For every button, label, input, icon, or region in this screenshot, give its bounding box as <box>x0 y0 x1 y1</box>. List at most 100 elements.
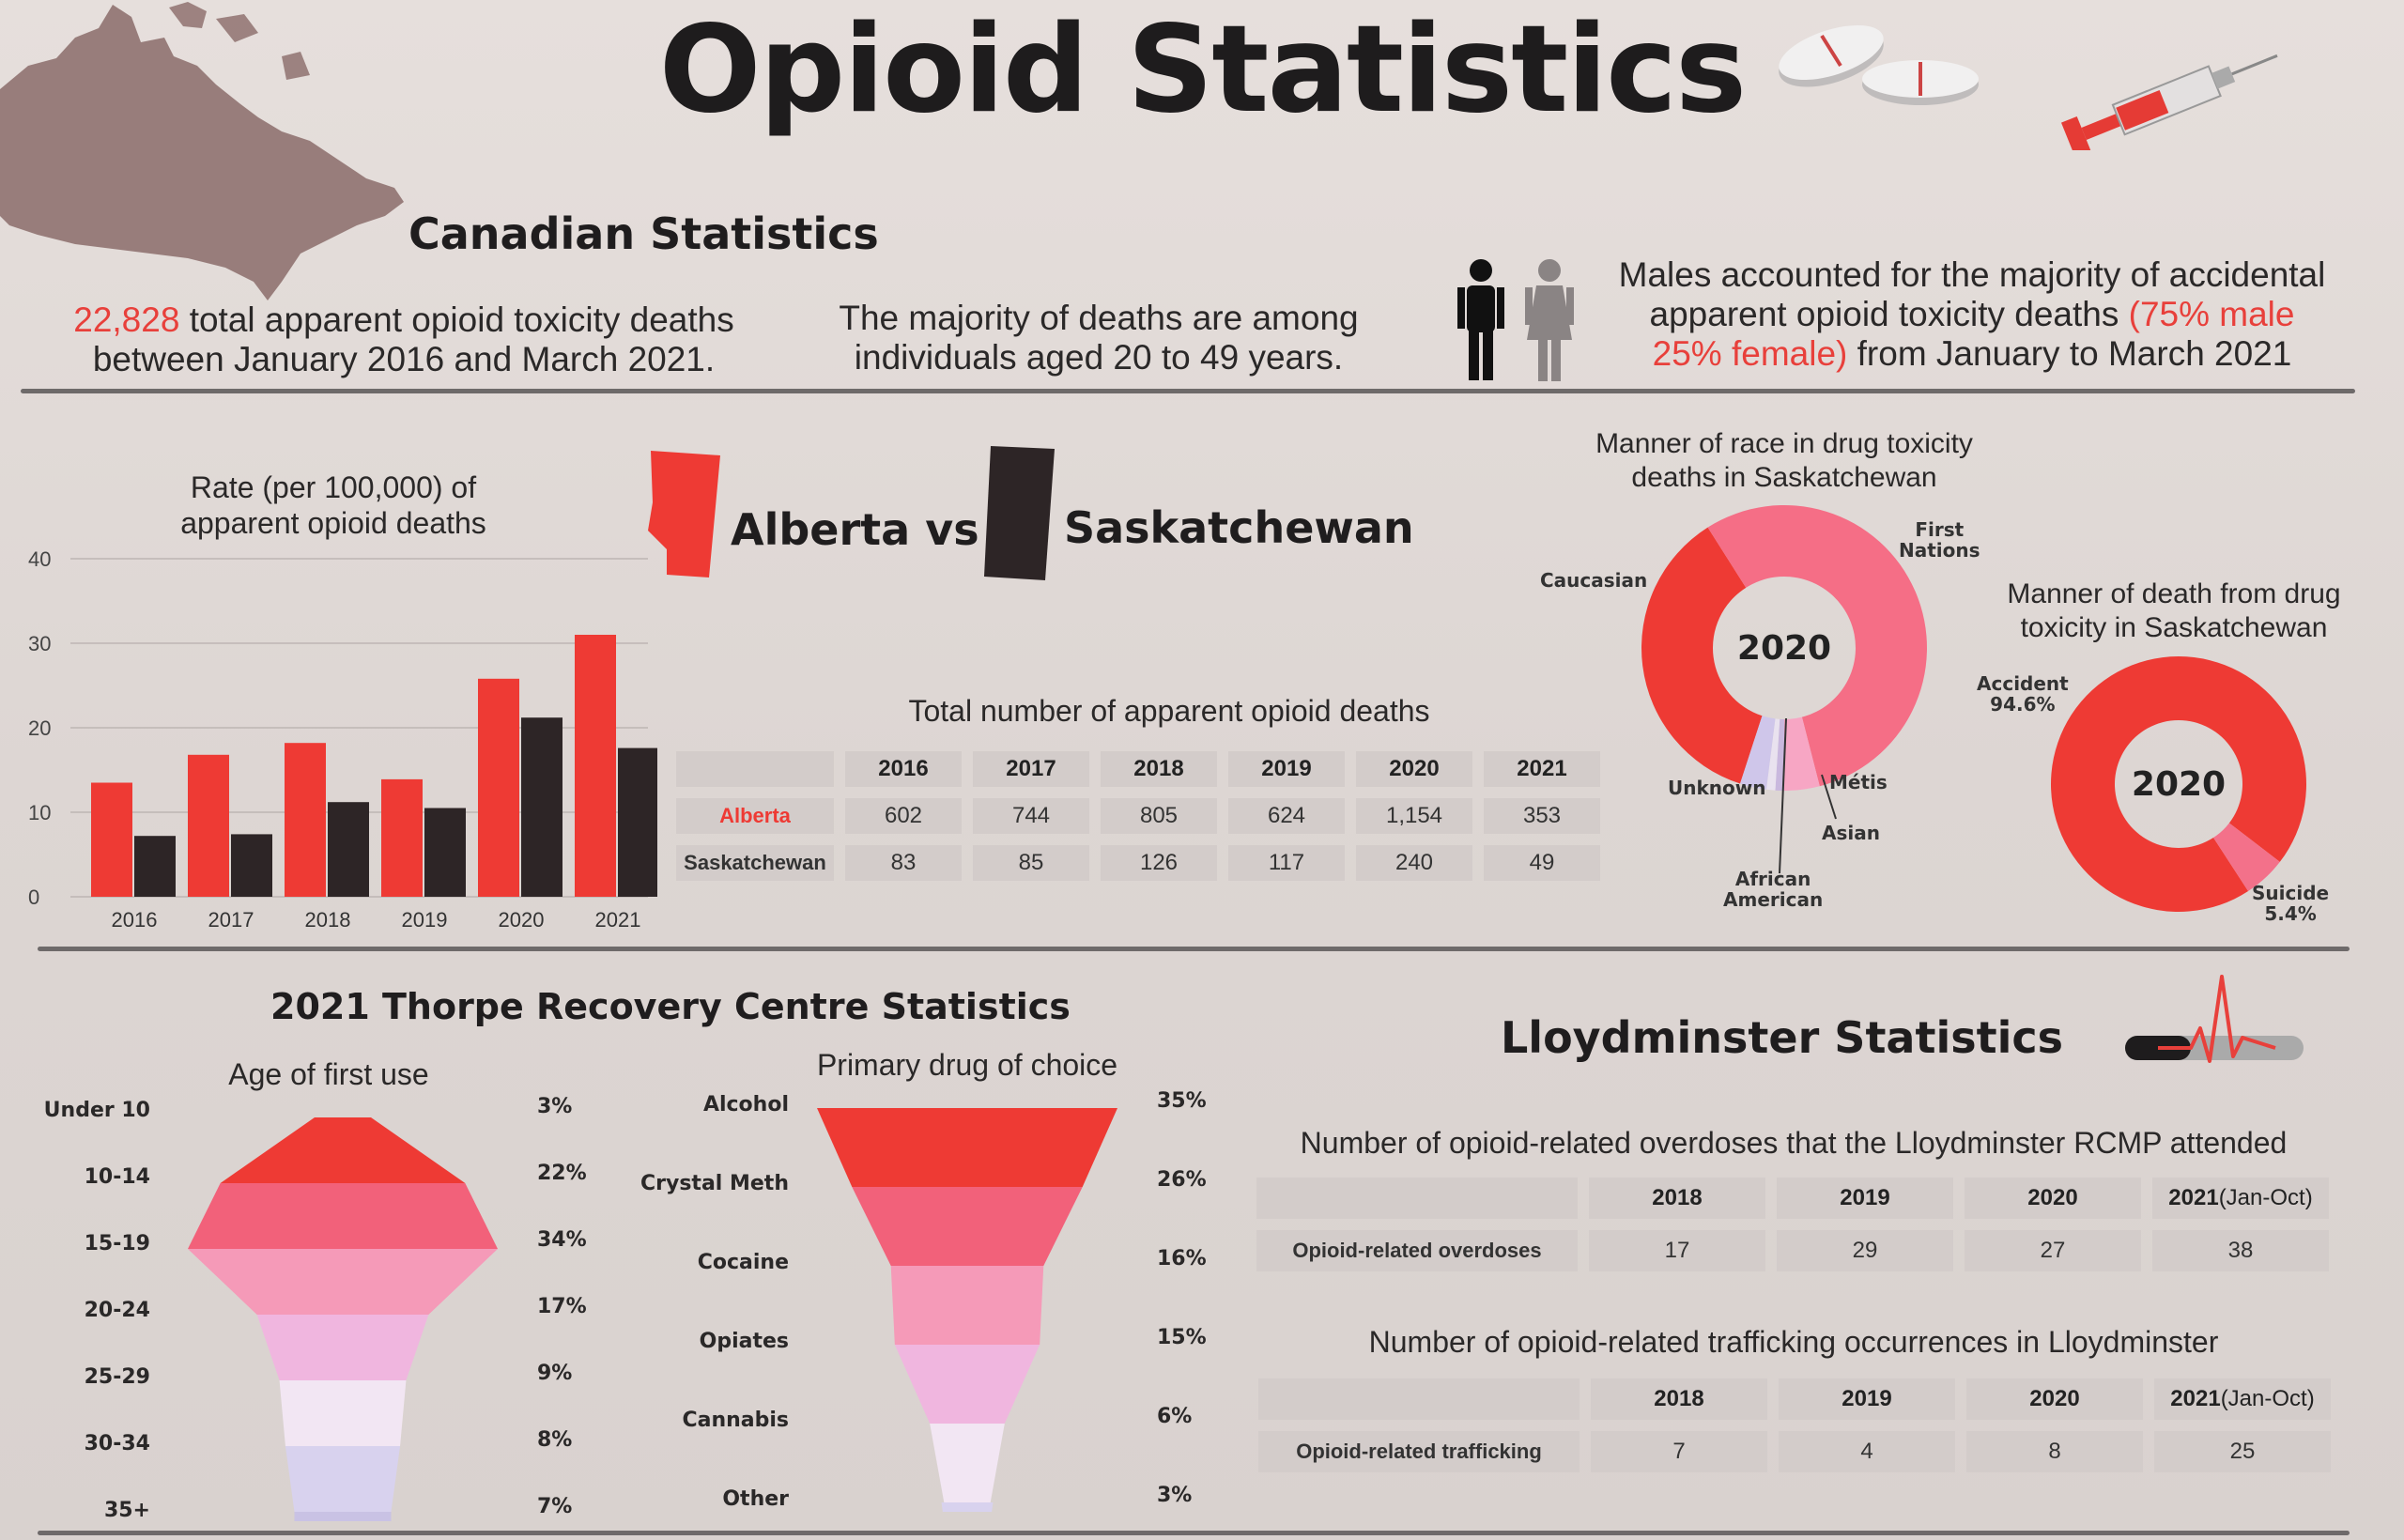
table-cell: 29 <box>1777 1230 1953 1271</box>
funnel-category-label: 20-24 <box>84 1299 150 1322</box>
race-donut-title: Manner of race in drug toxicity deaths i… <box>1531 427 2038 495</box>
race-title-line2: deaths in Saskatchewan <box>1631 462 1937 493</box>
bar-alberta-2021 <box>575 635 616 897</box>
y-tick-label: 40 <box>28 547 51 571</box>
table-cell: 7 <box>1591 1431 1767 1472</box>
total-deaths-period: between January 2016 and March 2021. <box>92 340 716 378</box>
funnel-category-label: Opiates <box>699 1330 789 1353</box>
table-cell: 25 <box>2154 1431 2331 1472</box>
label-suicide-pct: 5.4% <box>2264 902 2317 925</box>
slice-caucasian <box>1641 527 1763 784</box>
age-segment-under-10 <box>220 1117 466 1183</box>
manner-donut-chart: 2020 <box>2051 656 2306 912</box>
drug-segment-opiates <box>894 1345 1040 1424</box>
table-header: 2021 (Jan-Oct) <box>2152 1178 2329 1219</box>
table-cell: 38 <box>2152 1230 2329 1271</box>
table-cell: 1,154 <box>1356 798 1472 834</box>
table-cell: 85 <box>973 845 1089 881</box>
table-header: 2019 <box>1779 1378 1955 1420</box>
age-labels: Under 10 10-14 15-19 20-24 25-29 30-34 35+ <box>28 1099 150 1540</box>
funnel-category-label: Crystal Meth <box>640 1172 789 1195</box>
male-female-icon <box>1457 259 1574 381</box>
total-deaths-number: 22,828 <box>73 300 180 339</box>
table-header: 2021 <box>1484 751 1600 787</box>
bar-alberta-2016 <box>91 782 132 897</box>
rate-chart-title-line2: apparent opioid deaths <box>180 506 486 540</box>
divider-bottom <box>38 1531 2350 1535</box>
bar-saskatchewan-2020 <box>521 717 562 897</box>
bar-saskatchewan-2018 <box>328 802 369 897</box>
funnel-percentage: 7% <box>537 1495 573 1518</box>
table-cell: 83 <box>845 845 962 881</box>
manner-donut-title: Manner of death from drug toxicity in Sa… <box>1972 578 2376 645</box>
age-segment-20-24 <box>256 1315 429 1380</box>
label-african-2: American <box>1723 888 1824 911</box>
female-pct: 25% female) <box>1652 334 1848 373</box>
divider-middle <box>38 947 2350 951</box>
table-header: 2018 <box>1101 751 1217 787</box>
pill-heartbeat-icon <box>2125 975 2304 1063</box>
total-deaths-stat: 22,828 total apparent opioid toxicity de… <box>28 300 779 379</box>
x-tick-label: 2020 <box>499 908 545 932</box>
table-row-label: Opioid-related trafficking <box>1258 1431 1580 1472</box>
funnel-percentage: 3% <box>537 1095 573 1118</box>
funnel-category-label: Cocaine <box>697 1251 789 1274</box>
pills-icon <box>1779 24 1979 105</box>
header-year: 2021 <box>2168 1185 2219 1210</box>
manner-donut-center-label: 2020 <box>2132 765 2226 804</box>
label-african-1: African <box>1734 868 1811 890</box>
overdoses-table: 2018 2019 2020 2021 (Jan-Oct) Opioid-related… <box>1256 1178 2336 1271</box>
table-header: 2018 <box>1589 1178 1765 1219</box>
label-african-american: African American <box>1723 869 1823 910</box>
funnel-category-label: 25-29 <box>84 1365 150 1389</box>
label-accident-pct: 94.6% <box>1990 693 2056 716</box>
table-header: 2019 <box>1777 1178 1953 1219</box>
trafficking-table-title: Number of opioid-related trafficking occ… <box>1368 1325 2219 1359</box>
table-cell: 117 <box>1228 845 1345 881</box>
funnel-category-label: 35+ <box>103 1499 150 1522</box>
x-tick-label: 2018 <box>305 908 351 932</box>
table-cell: 4 <box>1779 1431 1955 1472</box>
drug-funnel-chart <box>817 1108 1117 1512</box>
label-accident-text: Accident <box>1977 672 2069 695</box>
table-header: 2020 <box>1356 751 1472 787</box>
overdoses-table-title: Number of opioid-related overdoses that … <box>1300 1126 2288 1160</box>
bar-saskatchewan-2017 <box>231 834 272 897</box>
header-note: (Jan-Oct) <box>2220 1386 2315 1411</box>
table-header: 2020 <box>1966 1378 2143 1420</box>
drug-segment-cocaine <box>890 1266 1044 1345</box>
syringe-icon <box>2060 54 2278 150</box>
table-cell: 27 <box>1965 1230 2141 1271</box>
table-row-label: Opioid-related overdoses <box>1256 1230 1578 1271</box>
table-cell: 8 <box>1966 1431 2143 1472</box>
lloydminster-heading: Lloydminster Statistics <box>1501 1012 2064 1063</box>
funnel-category-label: 10-14 <box>84 1165 150 1189</box>
slice-suicide <box>2213 823 2280 892</box>
x-tick-label: 2019 <box>402 908 448 932</box>
bar-saskatchewan-2019 <box>424 808 466 897</box>
funnel-category-label: Cannabis <box>682 1409 789 1432</box>
bar-alberta-2018 <box>285 743 326 897</box>
slice-african-american <box>1765 718 1780 791</box>
age-segment-30-34 <box>285 1446 401 1512</box>
table-cell: 126 <box>1101 845 1217 881</box>
race-donut-center-label: 2020 <box>1737 629 1831 668</box>
manner-title-line2: toxicity in Saskatchewan <box>2020 612 2328 643</box>
drug-segment-other <box>941 1502 994 1512</box>
total-deaths-text: total apparent opioid toxicity deaths <box>189 300 734 339</box>
table-cell: 624 <box>1228 798 1345 834</box>
label-unknown: Unknown <box>1668 777 1766 799</box>
table-header: 2021 (Jan-Oct) <box>2154 1378 2331 1420</box>
funnel-percentage: 22% <box>537 1162 587 1185</box>
manner-title-line1: Manner of death from drug <box>2007 578 2341 609</box>
funnel-percentage: 9% <box>537 1362 573 1385</box>
table-cell: 805 <box>1101 798 1217 834</box>
gender-stat-period: from January to March 2021 <box>1847 334 2292 373</box>
funnel-percentage: 17% <box>537 1295 587 1318</box>
rate-chart-title: Rate (per 100,000) of apparent opioid de… <box>122 470 545 541</box>
table-row-label: Alberta <box>676 798 834 834</box>
table-corner <box>1258 1378 1580 1420</box>
slice-unknown <box>1740 716 1776 790</box>
slice-asian <box>1775 718 1784 791</box>
slice-first-nations <box>1707 505 1927 787</box>
